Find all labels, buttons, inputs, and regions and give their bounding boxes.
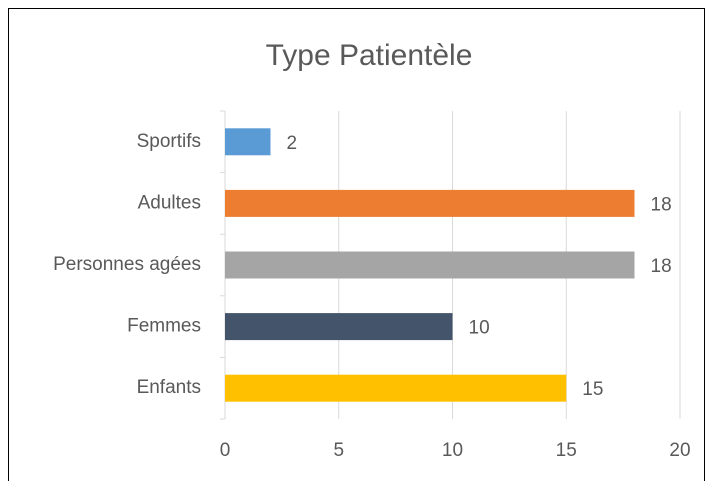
y-tick-label: Sportifs <box>137 131 201 152</box>
y-tick-label: Personnes agées <box>53 254 201 275</box>
data-label: 2 <box>287 133 298 154</box>
chart-border <box>8 8 705 481</box>
data-label: 18 <box>651 256 672 277</box>
x-tick-label: 10 <box>442 440 463 461</box>
y-tick-label: Enfants <box>137 377 201 398</box>
data-label: 10 <box>469 318 490 339</box>
bar <box>225 313 453 341</box>
bar <box>225 189 635 217</box>
bar <box>225 251 635 279</box>
bar <box>225 374 567 402</box>
bar <box>225 128 271 156</box>
y-tick-label: Femmes <box>127 316 201 337</box>
data-label: 18 <box>651 194 672 215</box>
data-label: 15 <box>582 379 603 400</box>
y-tick-label: Adultes <box>138 192 201 213</box>
chart-title: Type Patientèle <box>266 39 473 72</box>
x-tick-label: 0 <box>220 440 231 461</box>
x-tick-label: 15 <box>556 440 577 461</box>
x-tick-label: 5 <box>333 440 344 461</box>
x-tick-label: 20 <box>669 440 690 461</box>
